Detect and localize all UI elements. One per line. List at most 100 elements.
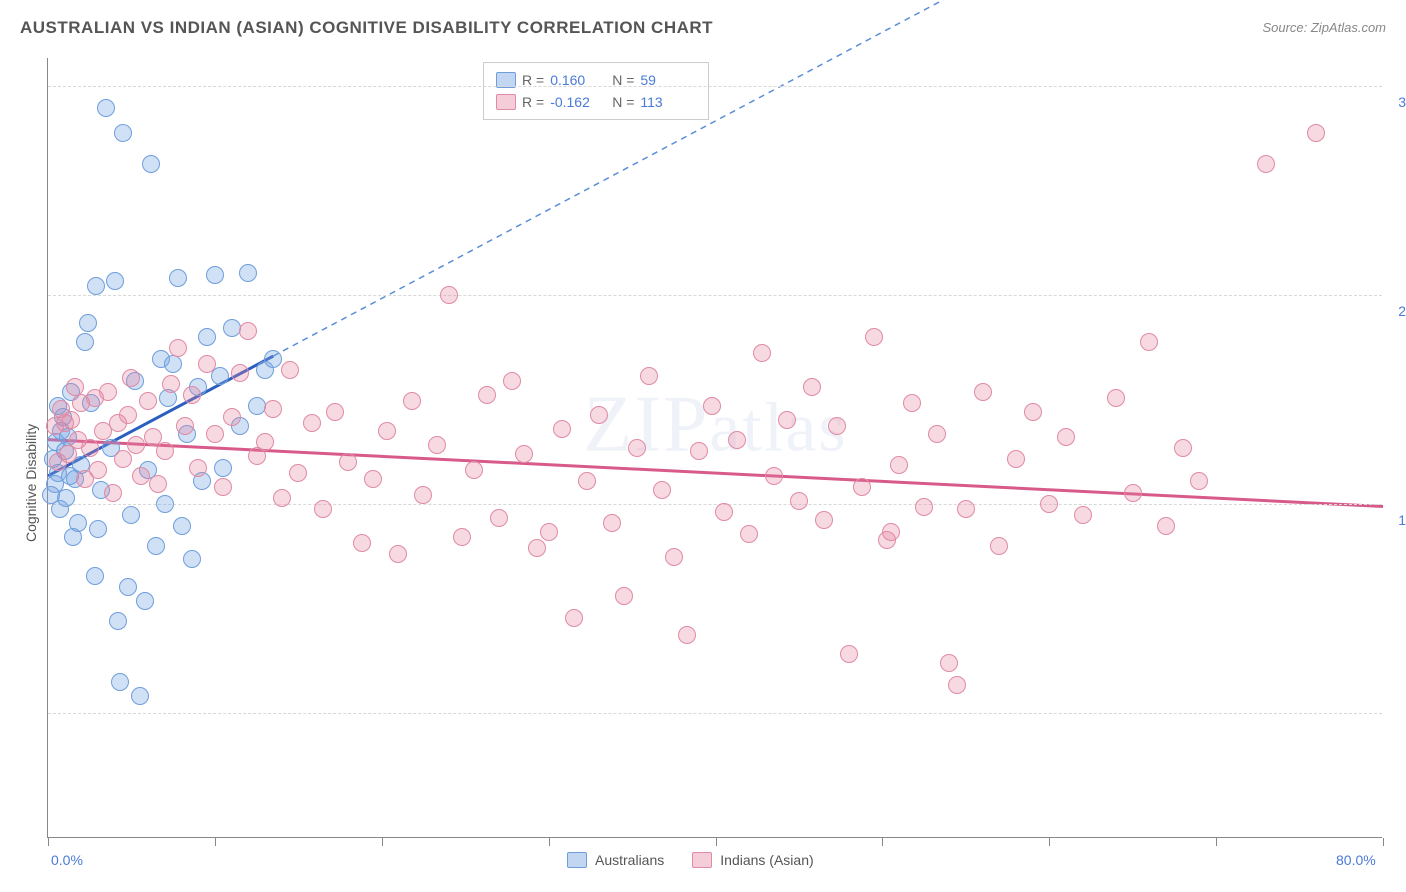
x-tick	[1216, 838, 1217, 846]
indians-marker	[465, 461, 483, 479]
indians-marker	[122, 369, 140, 387]
indians-marker	[1074, 506, 1092, 524]
legend-label: Australians	[595, 852, 664, 868]
australians-marker	[131, 687, 149, 705]
indians-marker	[176, 417, 194, 435]
indians-marker	[364, 470, 382, 488]
australians-marker	[198, 328, 216, 346]
n-value: 113	[640, 94, 696, 110]
indians-swatch-icon	[496, 94, 516, 110]
indians-marker	[957, 500, 975, 518]
source-label: Source: ZipAtlas.com	[1262, 20, 1386, 35]
r-value: -0.162	[550, 94, 606, 110]
australians-marker	[89, 520, 107, 538]
indians-marker	[865, 328, 883, 346]
australians-marker	[111, 673, 129, 691]
indians-marker	[281, 361, 299, 379]
y-tick-label: 22.5%	[1398, 303, 1406, 319]
chart-title: AUSTRALIAN VS INDIAN (ASIAN) COGNITIVE D…	[20, 18, 713, 37]
australians-marker	[79, 314, 97, 332]
indians-marker	[1157, 517, 1175, 535]
series-legend: Australians Indians (Asian)	[567, 852, 814, 868]
indians-marker	[478, 386, 496, 404]
legend-item-australians: Australians	[567, 852, 664, 868]
indians-marker	[903, 394, 921, 412]
indians-marker	[1140, 333, 1158, 351]
chart-container: AUSTRALIAN VS INDIAN (ASIAN) COGNITIVE D…	[0, 0, 1406, 892]
indians-marker	[778, 411, 796, 429]
trend-line	[273, 0, 949, 356]
indians-marker	[139, 392, 157, 410]
indians-marker	[1174, 439, 1192, 457]
x-tick	[1049, 838, 1050, 846]
australians-marker	[164, 355, 182, 373]
indians-marker	[948, 676, 966, 694]
indians-marker	[104, 484, 122, 502]
indians-marker	[974, 383, 992, 401]
indians-marker	[553, 420, 571, 438]
x-tick	[215, 838, 216, 846]
indians-marker	[189, 459, 207, 477]
indians-marker	[289, 464, 307, 482]
australians-marker	[183, 550, 201, 568]
australians-marker	[156, 495, 174, 513]
australians-marker	[169, 269, 187, 287]
indians-marker	[690, 442, 708, 460]
y-axis-title: Cognitive Disability	[23, 423, 39, 541]
indians-marker	[528, 539, 546, 557]
correlation-legend: R =0.160N =59 R = -0.162 N = 113	[483, 62, 709, 120]
legend-label: Indians (Asian)	[720, 852, 813, 868]
indians-marker	[703, 397, 721, 415]
header: AUSTRALIAN VS INDIAN (ASIAN) COGNITIVE D…	[20, 18, 1386, 48]
indians-marker	[214, 478, 232, 496]
gridline	[48, 713, 1382, 714]
indians-marker	[540, 523, 558, 541]
australians-marker	[206, 266, 224, 284]
n-label: N =	[612, 94, 634, 110]
indians-marker	[303, 414, 321, 432]
indians-marker	[1107, 389, 1125, 407]
x-tick	[1383, 838, 1384, 846]
indians-marker	[453, 528, 471, 546]
indians-marker	[81, 439, 99, 457]
australians-marker	[147, 537, 165, 555]
indians-marker	[1040, 495, 1058, 513]
indians-marker	[1124, 484, 1142, 502]
australians-marker	[264, 350, 282, 368]
indians-marker	[840, 645, 858, 663]
indians-marker	[882, 523, 900, 541]
australians-swatch-icon	[567, 852, 587, 868]
indians-marker	[665, 548, 683, 566]
indians-marker	[231, 364, 249, 382]
indians-marker	[615, 587, 633, 605]
x-tick	[549, 838, 550, 846]
australians-marker	[69, 514, 87, 532]
legend-item-indians: Indians (Asian)	[692, 852, 813, 868]
indians-marker	[815, 511, 833, 529]
australians-marker	[106, 272, 124, 290]
y-tick-label: 30.0%	[1398, 94, 1406, 110]
australians-marker	[173, 517, 191, 535]
indians-marker	[1190, 472, 1208, 490]
indians-marker	[99, 383, 117, 401]
australians-marker	[239, 264, 257, 282]
australians-marker	[122, 506, 140, 524]
australians-marker	[57, 489, 75, 507]
indians-marker	[127, 436, 145, 454]
r-label: R =	[522, 94, 544, 110]
indians-marker	[264, 400, 282, 418]
indians-marker	[715, 503, 733, 521]
y-tick-label: 15.0%	[1398, 512, 1406, 528]
indians-marker	[490, 509, 508, 527]
indians-marker	[890, 456, 908, 474]
indians-marker	[728, 431, 746, 449]
legend-row-australians: R =0.160N =59	[496, 69, 696, 91]
indians-marker	[503, 372, 521, 390]
indians-marker	[928, 425, 946, 443]
x-tick	[48, 838, 49, 846]
indians-marker	[198, 355, 216, 373]
indians-marker	[239, 322, 257, 340]
indians-marker	[803, 378, 821, 396]
australians-marker	[42, 486, 60, 504]
indians-marker	[223, 408, 241, 426]
